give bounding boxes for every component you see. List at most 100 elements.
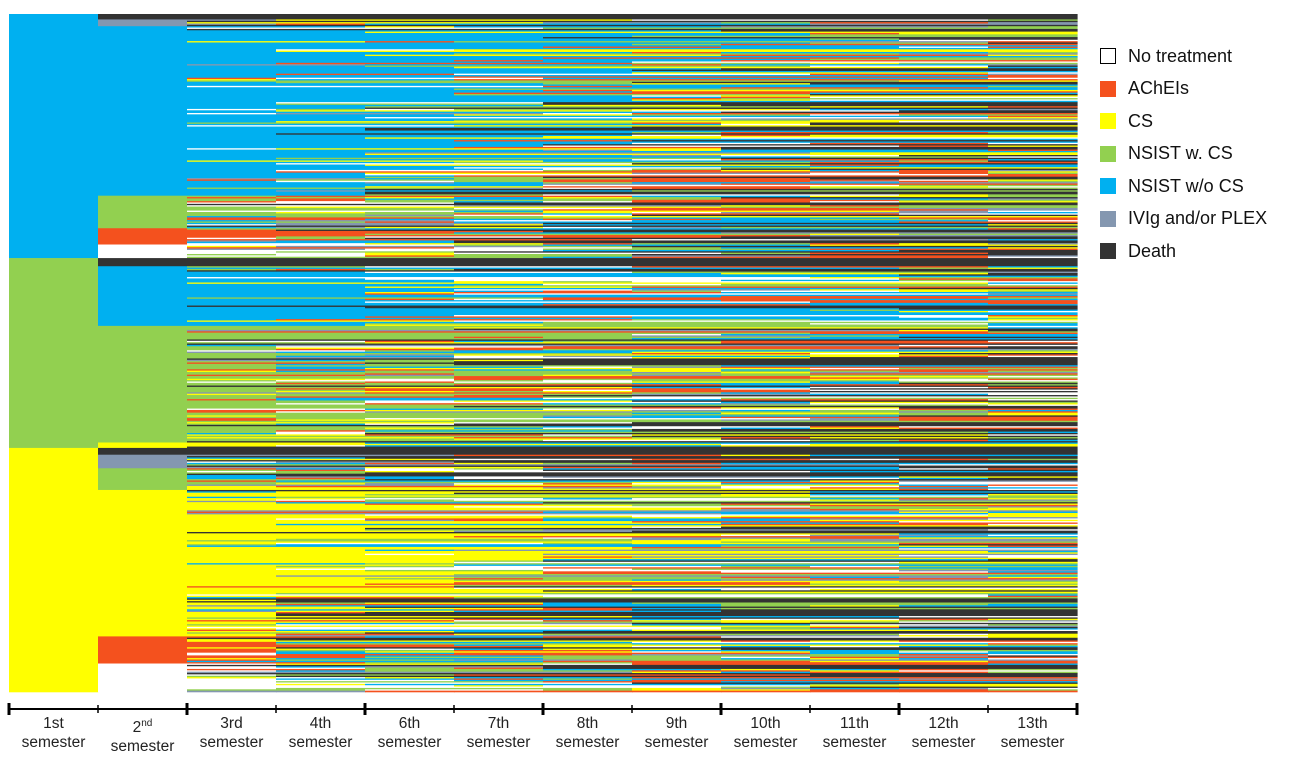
cell-ache bbox=[810, 213, 900, 215]
cell-nswo bbox=[632, 668, 722, 671]
cell-cs bbox=[365, 579, 455, 584]
x-tick-word: semester bbox=[199, 734, 264, 751]
cell-nsw bbox=[899, 190, 989, 192]
cell-cs bbox=[632, 206, 722, 209]
cell-nsw bbox=[543, 198, 633, 202]
cell-none bbox=[721, 301, 811, 304]
cell-nsw bbox=[365, 656, 455, 659]
cell-cs bbox=[721, 629, 811, 632]
cell-nsw bbox=[899, 321, 989, 324]
cell-ivig bbox=[988, 553, 1078, 556]
x-tick-word: semester bbox=[822, 734, 887, 751]
cell-nswo bbox=[454, 159, 544, 161]
cell-cs bbox=[988, 54, 1078, 57]
cell-cs bbox=[276, 569, 366, 576]
cell-nswo bbox=[988, 309, 1078, 312]
cell-none bbox=[632, 252, 722, 255]
cell-nsw bbox=[454, 431, 544, 434]
cell-none bbox=[899, 281, 989, 283]
cell-nsw bbox=[988, 565, 1078, 568]
cell-ache bbox=[276, 620, 366, 622]
cell-ache bbox=[365, 620, 455, 622]
cell-nsw bbox=[276, 207, 366, 211]
cell-cs bbox=[632, 54, 722, 57]
cell-death bbox=[810, 229, 900, 233]
cell-ache bbox=[632, 98, 722, 100]
cell-nsw bbox=[988, 495, 1078, 499]
cell-nsw bbox=[454, 494, 544, 496]
cell-none bbox=[187, 350, 277, 352]
cell-ache bbox=[810, 679, 900, 682]
cell-nsw bbox=[721, 80, 811, 83]
cell-ivig bbox=[899, 579, 989, 582]
cell-nsw bbox=[899, 409, 989, 412]
cell-cs bbox=[454, 110, 544, 112]
cell-none bbox=[365, 423, 455, 426]
cell-death bbox=[810, 236, 900, 240]
cell-death bbox=[632, 664, 722, 670]
cell-cs bbox=[632, 550, 722, 554]
cell-none bbox=[543, 293, 633, 295]
cell-ache bbox=[543, 674, 633, 677]
cell-nsw bbox=[365, 578, 455, 580]
cell-nswo bbox=[543, 267, 633, 270]
cell-nswo bbox=[988, 327, 1078, 329]
cell-nswo bbox=[810, 220, 900, 224]
cell-cs bbox=[810, 605, 900, 607]
cell-nswo bbox=[899, 533, 989, 536]
cell-ivig bbox=[187, 329, 277, 332]
cell-cs bbox=[276, 442, 366, 446]
cell-nsw bbox=[454, 323, 544, 325]
cell-ivig bbox=[632, 513, 722, 515]
cell-none bbox=[276, 667, 366, 670]
cell-none bbox=[454, 418, 544, 420]
cell-ivig bbox=[543, 411, 633, 413]
cell-none bbox=[187, 652, 277, 656]
cell-ache bbox=[899, 542, 989, 545]
cell-none bbox=[187, 112, 277, 115]
cell-nsw bbox=[721, 167, 811, 169]
cell-ivig bbox=[632, 575, 722, 578]
cell-nsw bbox=[543, 593, 633, 595]
cell-none bbox=[632, 184, 722, 187]
cell-nsw bbox=[988, 397, 1078, 400]
cell-nswo bbox=[721, 77, 811, 80]
cell-none bbox=[365, 648, 455, 651]
cell-ache bbox=[543, 319, 633, 321]
cell-nswo bbox=[632, 42, 722, 45]
cell-death bbox=[365, 456, 455, 460]
cell-none bbox=[632, 194, 722, 197]
cell-ache bbox=[632, 213, 722, 215]
cell-ivig bbox=[276, 226, 366, 229]
cell-ivig bbox=[454, 659, 544, 662]
cell-ivig bbox=[632, 155, 722, 157]
cell-cs bbox=[543, 640, 633, 643]
cell-ache bbox=[543, 649, 633, 652]
cell-cs bbox=[365, 504, 455, 511]
cell-nswo bbox=[454, 564, 544, 567]
cell-ivig bbox=[632, 464, 722, 466]
cell-ache bbox=[899, 517, 989, 519]
cell-ache bbox=[810, 79, 900, 81]
cell-none bbox=[988, 658, 1078, 660]
cell-nsw bbox=[899, 607, 989, 610]
cell-death bbox=[899, 347, 989, 350]
cell-ache bbox=[187, 197, 277, 199]
cell-ache bbox=[543, 388, 633, 390]
cell-none bbox=[543, 499, 633, 502]
cell-nsw bbox=[365, 643, 455, 645]
cell-none bbox=[543, 289, 633, 291]
cell-nswo bbox=[721, 480, 811, 483]
cell-cs bbox=[365, 610, 455, 613]
cell-ache bbox=[365, 171, 455, 173]
cell-ache bbox=[810, 567, 900, 569]
cell-none bbox=[632, 117, 722, 119]
cell-death bbox=[543, 586, 633, 588]
cell-cs bbox=[276, 437, 366, 439]
cell-nsw bbox=[454, 496, 544, 499]
cell-none bbox=[454, 167, 544, 169]
cell-none bbox=[899, 323, 989, 325]
cell-none bbox=[276, 205, 366, 207]
cell-cs bbox=[276, 378, 366, 381]
cell-nsw bbox=[454, 563, 544, 565]
